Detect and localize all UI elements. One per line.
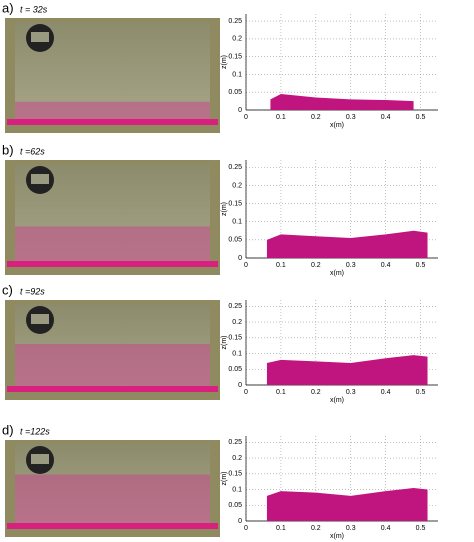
y-tick-label: 0.2 [232,319,242,326]
time-label: t =62s [20,146,45,156]
panel-label: d) [2,422,14,437]
x-tick-label: 0.3 [346,525,356,532]
x-tick-label: 0.2 [311,525,321,532]
x-tick-label: 0.1 [276,525,286,532]
x-tick-label: 0.4 [381,525,391,532]
photo-clock-face [31,32,49,42]
photo-clock-face [31,174,49,184]
photo-dye [15,344,210,386]
y-tick-label: 0.1 [232,71,242,78]
current-area [266,230,428,258]
x-tick-label: 0.1 [276,389,286,396]
y-tick-label: 0.05 [228,366,242,373]
current-area [266,487,428,521]
x-tick-label: 0 [244,525,248,532]
y-tick-label: 0 [238,255,242,262]
y-tick-label: 0.15 [228,200,242,207]
time-label: t =92s [20,286,45,296]
y-tick-label: 0.15 [228,335,242,342]
y-tick-label: 0.25 [228,303,242,310]
x-axis-label: x(m) [330,397,344,404]
y-tick-label: 0.1 [232,350,242,357]
x-tick-label: 0.2 [311,389,321,396]
y-tick-label: 0.05 [228,89,242,96]
x-tick-label: 0.2 [311,114,321,121]
x-axis-label: x(m) [330,270,344,277]
y-tick-label: 0.25 [228,439,242,446]
x-tick-label: 0 [244,114,248,121]
x-tick-label: 0.4 [381,114,391,121]
y-axis-label: z(m) [221,336,228,350]
x-tick-label: 0 [244,262,248,269]
y-tick-label: 0.2 [232,36,242,43]
current-area [266,355,428,385]
y-axis-label: z(m) [221,55,228,69]
photo-base [7,386,218,392]
y-tick-label: 0.05 [228,237,242,244]
x-tick-label: 0.3 [346,114,356,121]
panel-label: a) [2,0,14,15]
y-tick-label: 0.1 [232,486,242,493]
y-tick-label: 0.25 [228,18,242,25]
panel-label: b) [2,142,14,157]
time-label: t =122s [20,426,50,436]
y-axis-label: z(m) [221,472,228,486]
y-tick-label: 0.15 [228,471,242,478]
x-tick-label: 0.3 [346,389,356,396]
y-tick-label: 0.2 [232,455,242,462]
y-tick-label: 0.15 [228,54,242,61]
y-tick-label: 0 [238,107,242,114]
y-tick-label: 0.2 [232,182,242,189]
y-tick-label: 0 [238,382,242,389]
photo-base [7,261,218,267]
photo-dye [15,474,210,523]
x-axis-label: x(m) [330,533,344,540]
y-tick-label: 0 [238,518,242,525]
photo-dye [15,226,210,261]
y-axis-label: z(m) [221,202,228,216]
photo-dye [15,101,210,119]
photo-base [7,523,218,529]
y-tick-label: 0.25 [228,164,242,171]
x-tick-label: 0.5 [416,262,426,269]
x-tick-label: 0.5 [416,389,426,396]
x-tick-label: 0.4 [381,262,391,269]
x-tick-label: 0.5 [416,525,426,532]
y-tick-label: 0.1 [232,219,242,226]
panel-label: c) [2,282,13,297]
x-tick-label: 0.4 [381,389,391,396]
y-tick-label: 0.05 [228,502,242,509]
photo-clock-face [31,314,49,324]
x-tick-label: 0.2 [311,262,321,269]
x-tick-label: 0.1 [276,262,286,269]
x-tick-label: 0.3 [346,262,356,269]
x-tick-label: 0.1 [276,114,286,121]
current-area [270,94,414,110]
x-axis-label: x(m) [330,122,344,129]
time-label: t = 32s [20,4,48,14]
photo-base [7,119,218,125]
x-tick-label: 0 [244,389,248,396]
photo-clock-face [31,454,49,464]
x-tick-label: 0.5 [416,114,426,121]
